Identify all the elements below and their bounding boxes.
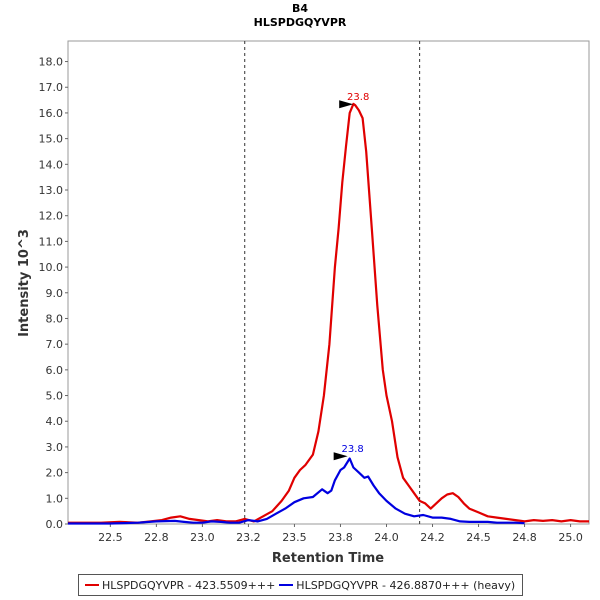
peak-label-1: 23.8 — [342, 444, 364, 455]
x-tick-label: 23.0 — [190, 531, 215, 544]
x-tick-label: 22.8 — [144, 531, 169, 544]
y-tick-label: 0.0 — [46, 518, 64, 531]
legend: HLSPDGQYVPR - 423.5509+++ HLSPDGQYVPR - … — [78, 574, 523, 596]
y-tick-label: 12.0 — [39, 210, 64, 223]
x-tick-label: 24.2 — [420, 531, 445, 544]
chart-subtitle: HLSPDGQYVPR — [254, 16, 347, 29]
x-tick-label: 23.2 — [236, 531, 261, 544]
y-tick-label: 4.0 — [46, 415, 64, 428]
x-axis-label: Retention Time — [272, 551, 384, 566]
x-tick-label: 24.8 — [512, 531, 537, 544]
series-line-1 — [68, 457, 525, 525]
legend-item-light: HLSPDGQYVPR - 423.5509+++ — [85, 579, 275, 592]
y-tick-label: 17.0 — [39, 81, 64, 94]
y-tick-label: 11.0 — [39, 235, 64, 248]
legend-swatch-red — [85, 584, 99, 586]
y-axis: 0.0 1.0 2.0 3.0 4.0 5.0 6.0 7.0 8.0 9.0 10.0 11.0 12… — [39, 56, 68, 531]
integration-bounds — [244, 41, 421, 524]
legend-label-heavy: HLSPDGQYVPR - 426.8870+++ (heavy) — [296, 578, 516, 592]
chart-title: B4 — [292, 2, 308, 15]
legend-swatch-blue — [279, 584, 294, 586]
y-axis-label: Intensity 10^3 — [17, 229, 32, 337]
y-tick-label: 14.0 — [39, 158, 64, 171]
x-axis: 22.5 22.8 23.0 23.2 23.5 23.8 24.0 24.2 24.5 24.8… — [98, 524, 583, 544]
x-tick-label: 23.5 — [282, 531, 307, 544]
series-group — [68, 102, 589, 525]
x-tick-label: 24.0 — [374, 531, 399, 544]
y-tick-label: 13.0 — [39, 184, 64, 197]
series-line-0 — [68, 102, 589, 524]
y-tick-label: 15.0 — [39, 133, 64, 146]
y-tick-label: 5.0 — [46, 390, 64, 403]
legend-label-light: HLSPDGQYVPR - 423.5509+++ — [102, 578, 276, 592]
y-tick-label: 18.0 — [39, 56, 64, 69]
legend-item-heavy: HLSPDGQYVPR - 426.8870+++ (heavy) — [279, 579, 515, 592]
y-tick-label: 3.0 — [46, 441, 64, 454]
peak-arrow-0 — [339, 100, 354, 109]
y-tick-label: 6.0 — [46, 364, 64, 377]
y-tick-label: 16.0 — [39, 107, 64, 120]
y-tick-label: 10.0 — [39, 261, 64, 274]
y-tick-label: 2.0 — [46, 467, 64, 480]
x-tick-label: 23.8 — [328, 531, 353, 544]
y-tick-label: 9.0 — [46, 287, 64, 300]
x-tick-label: 25.0 — [558, 531, 583, 544]
y-tick-label: 7.0 — [46, 338, 64, 351]
peak-label-0: 23.8 — [347, 92, 369, 103]
peak-arrow-1 — [333, 452, 348, 461]
plot-area — [67, 40, 590, 525]
x-tick-label: 22.5 — [98, 531, 123, 544]
y-tick-label: 1.0 — [46, 492, 64, 505]
x-tick-label: 24.5 — [466, 531, 491, 544]
y-tick-label: 8.0 — [46, 312, 64, 325]
peak-annotations: 23.8 23.8 — [333, 92, 369, 461]
